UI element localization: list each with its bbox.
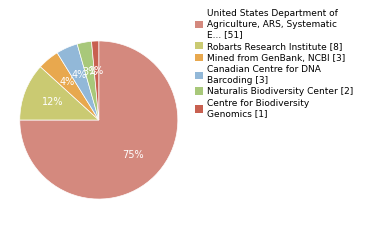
Wedge shape <box>40 53 99 120</box>
Wedge shape <box>20 41 178 199</box>
Text: 4%: 4% <box>71 70 87 80</box>
Text: 12%: 12% <box>42 97 64 107</box>
Wedge shape <box>92 41 99 120</box>
Text: 75%: 75% <box>123 150 144 160</box>
Wedge shape <box>57 44 99 120</box>
Wedge shape <box>77 41 99 120</box>
Text: 4%: 4% <box>60 77 75 87</box>
Text: 1%: 1% <box>89 66 104 76</box>
Legend: United States Department of
Agriculture, ARS, Systematic
E... [51], Robarts Rese: United States Department of Agriculture,… <box>195 9 353 119</box>
Text: 3%: 3% <box>82 67 97 77</box>
Wedge shape <box>20 67 99 120</box>
